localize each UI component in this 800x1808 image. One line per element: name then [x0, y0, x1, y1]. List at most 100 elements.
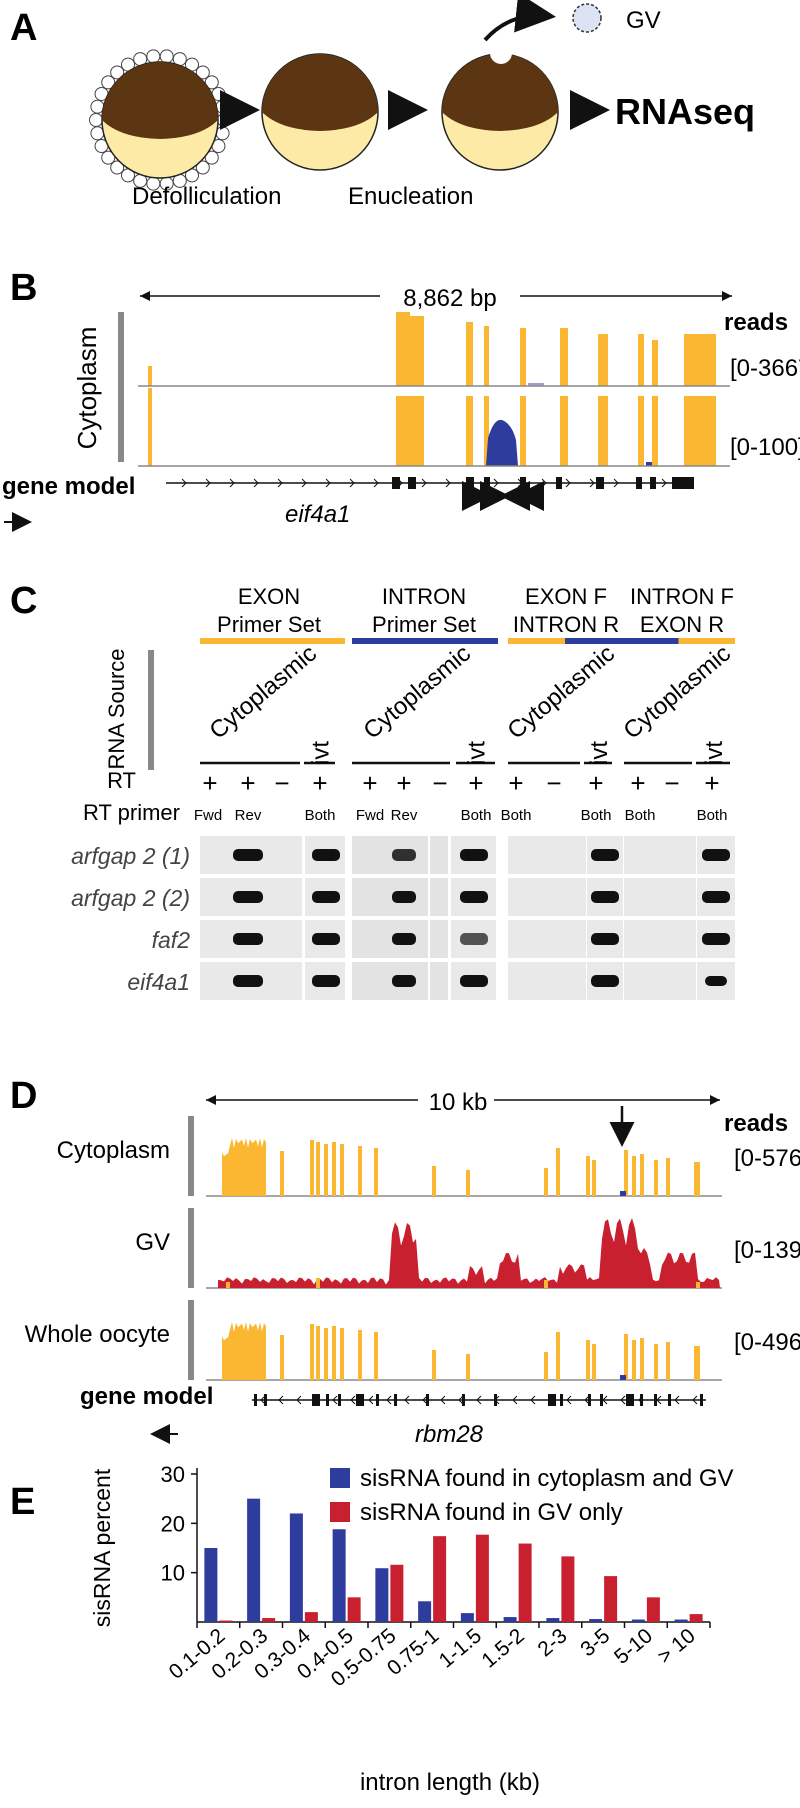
rt-sign: −	[432, 768, 447, 798]
gene-name: rbm28	[415, 1421, 484, 1448]
gene-model-label: gene model	[80, 1383, 213, 1410]
rt-sign: +	[240, 768, 255, 798]
x-axis-label: intron length (kb)	[360, 1769, 540, 1796]
rt-primer-value: Both	[501, 807, 532, 824]
track-label: Cytoplasm	[57, 1137, 170, 1164]
x-tick-label: 1-1.5	[435, 1624, 486, 1672]
gel-band	[591, 849, 619, 861]
cytoplasmic-label: Cytoplasmic	[619, 640, 736, 745]
rt-sign: −	[274, 768, 289, 798]
rt-primer-value: Both	[305, 807, 336, 824]
bar-gv-only	[304, 1612, 318, 1622]
bar-cytoplasm-gv	[631, 1619, 645, 1622]
x-tick-label: 2-3	[534, 1624, 572, 1661]
reads-label: reads	[724, 309, 788, 336]
rt-sign: +	[362, 768, 377, 798]
track-label: Whole oocyte	[25, 1321, 170, 1348]
defolliculated-oocyte	[261, 53, 379, 171]
track-bar	[188, 1208, 194, 1288]
gel-band	[233, 975, 263, 987]
bar-gv-only	[689, 1614, 703, 1622]
y-tick-label: 10	[161, 1561, 185, 1586]
range-label-2: [0-100]	[730, 434, 800, 461]
gel-band	[702, 891, 730, 903]
rt-label: RT	[107, 768, 136, 793]
gel-band	[233, 849, 263, 861]
bar-chart: 1020300.1-0.20.2-0.30.3-0.40.4-0.50.5-0.…	[89, 1462, 734, 1796]
x-tick-label: 1.5-2	[477, 1624, 528, 1672]
cytoplasmic-label: Cytoplasmic	[205, 640, 322, 745]
gel-band	[312, 933, 340, 945]
gel-band	[460, 975, 488, 987]
ivt-label: ivt	[586, 741, 613, 765]
gel-band	[312, 975, 340, 987]
rt-sign: −	[546, 768, 561, 798]
gel-band	[392, 975, 416, 987]
gel-band	[233, 891, 263, 903]
bar-cytoplasm-gv	[247, 1498, 261, 1622]
rt-primer-value: Both	[625, 807, 656, 824]
ivt-label: ivt	[701, 741, 728, 765]
rt-sign: +	[630, 768, 645, 798]
rt-sign: +	[508, 768, 523, 798]
cytoplasmic-label: Cytoplasmic	[359, 640, 476, 745]
track-bar	[188, 1116, 194, 1196]
legend-label: sisRNA found in GV only	[360, 1499, 623, 1526]
primer-set-label: Primer Set	[372, 612, 476, 637]
y-tick-label: 30	[161, 1462, 185, 1487]
primer-set-color-bar	[678, 638, 735, 644]
enucleation-label: Enucleation	[348, 183, 473, 210]
bar-cytoplasm-gv	[460, 1613, 474, 1622]
rt-primer-value: Rev	[235, 807, 262, 824]
primer-set-color-bar	[200, 638, 345, 644]
bar-cytoplasm-gv	[332, 1529, 346, 1622]
bar-gv-only	[475, 1534, 489, 1622]
panel-letter-d: D	[10, 1075, 37, 1117]
gene-row-label: faf2	[152, 927, 191, 953]
gel-band	[591, 891, 619, 903]
gel-band	[705, 976, 727, 986]
rna-source-label: RNA Source	[104, 648, 129, 769]
oocyte-with-follicle-cells	[89, 49, 231, 191]
curved-arrow-icon	[483, 0, 556, 42]
bar-gv-only	[646, 1597, 660, 1622]
rt-primer-value: Both	[461, 807, 492, 824]
panel-letter-a: A	[10, 7, 37, 49]
span-label: 8,862 bp	[403, 285, 496, 312]
ivt-label: ivt	[464, 741, 491, 765]
track-label-cytoplasm: Cytoplasm	[72, 327, 102, 450]
primer-set-label: Primer Set	[217, 612, 321, 637]
x-tick-label: 5-10	[610, 1624, 657, 1669]
bar-cytoplasm-gv	[418, 1601, 432, 1622]
y-tick-label: 20	[161, 1511, 185, 1536]
bar-cytoplasm-gv	[503, 1617, 517, 1622]
bar-cytoplasm-gv	[674, 1619, 688, 1622]
primer-set-label: INTRON F	[630, 584, 734, 609]
cytoplasmic-label: Cytoplasmic	[503, 640, 620, 745]
gene-row-label: eif4a1	[127, 969, 190, 995]
gel-band	[460, 849, 488, 861]
gene-model-label: gene model	[2, 473, 135, 500]
range-label: [0-139]	[734, 1237, 800, 1264]
bar-gv-only	[561, 1556, 575, 1622]
rt-primer-value: Fwd	[356, 807, 384, 824]
coverage-track-2	[148, 388, 716, 466]
gel-band	[460, 891, 488, 903]
gel-band	[233, 933, 263, 945]
rnaseq-label: RNAseq	[615, 91, 755, 132]
coverage-tracks: Cytoplasm [0-576] GV [0-139] Whole oocyte [0-…	[25, 1116, 800, 1381]
coverage-track-1	[148, 312, 716, 386]
panel-letter-e: E	[10, 1481, 35, 1523]
gel-band	[312, 891, 340, 903]
legend-label: sisRNA found in cytoplasm and GV	[360, 1465, 734, 1492]
span-label: 10 kb	[429, 1089, 488, 1116]
gene-row-label: arfgap 2 (1)	[71, 843, 190, 869]
gel-band	[591, 933, 619, 945]
reads-label: reads	[724, 1110, 788, 1137]
rt-sign: −	[664, 768, 679, 798]
bar-gv-only	[390, 1564, 404, 1622]
gel-band	[460, 933, 488, 945]
bar-gv-only	[262, 1618, 276, 1622]
primer-set-color-bar	[565, 638, 622, 644]
rt-primer-value: Rev	[391, 807, 418, 824]
